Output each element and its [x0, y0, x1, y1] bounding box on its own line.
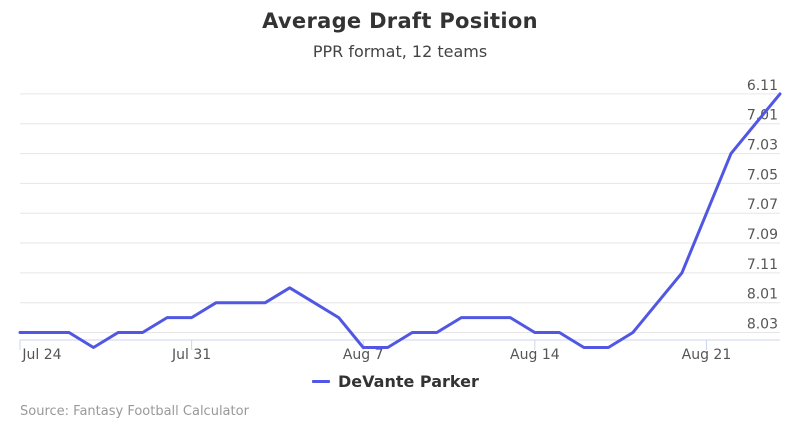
legend-line-symbol — [312, 380, 330, 383]
y-tick-label: 7.09 — [747, 227, 778, 243]
x-tick-label: Jul 24 — [21, 347, 61, 363]
chart-subtitle: PPR format, 12 teams — [312, 42, 488, 61]
y-tick-label: 6.11 — [747, 78, 778, 94]
y-tick-label: 7.05 — [747, 167, 778, 183]
x-tick-label: Aug 14 — [510, 347, 560, 363]
x-tick-label: Aug 21 — [682, 347, 732, 363]
y-tick-label: 7.11 — [747, 257, 778, 273]
y-tick-label: 8.03 — [747, 317, 778, 333]
y-tick-label: 7.03 — [747, 138, 778, 154]
series-line-devante-parker — [18, 92, 782, 349]
chart-title: Average Draft Position — [262, 9, 538, 33]
x-tick-label: Aug 7 — [343, 347, 384, 363]
y-tick-label: 7.07 — [747, 197, 778, 213]
source-credit: Source: Fantasy Football Calculator — [20, 404, 249, 419]
x-tick-label: Jul 31 — [171, 347, 211, 363]
legend-label: DeVante Parker — [338, 372, 479, 391]
y-tick-label: 8.01 — [747, 287, 778, 303]
legend[interactable]: DeVante Parker — [312, 372, 479, 391]
